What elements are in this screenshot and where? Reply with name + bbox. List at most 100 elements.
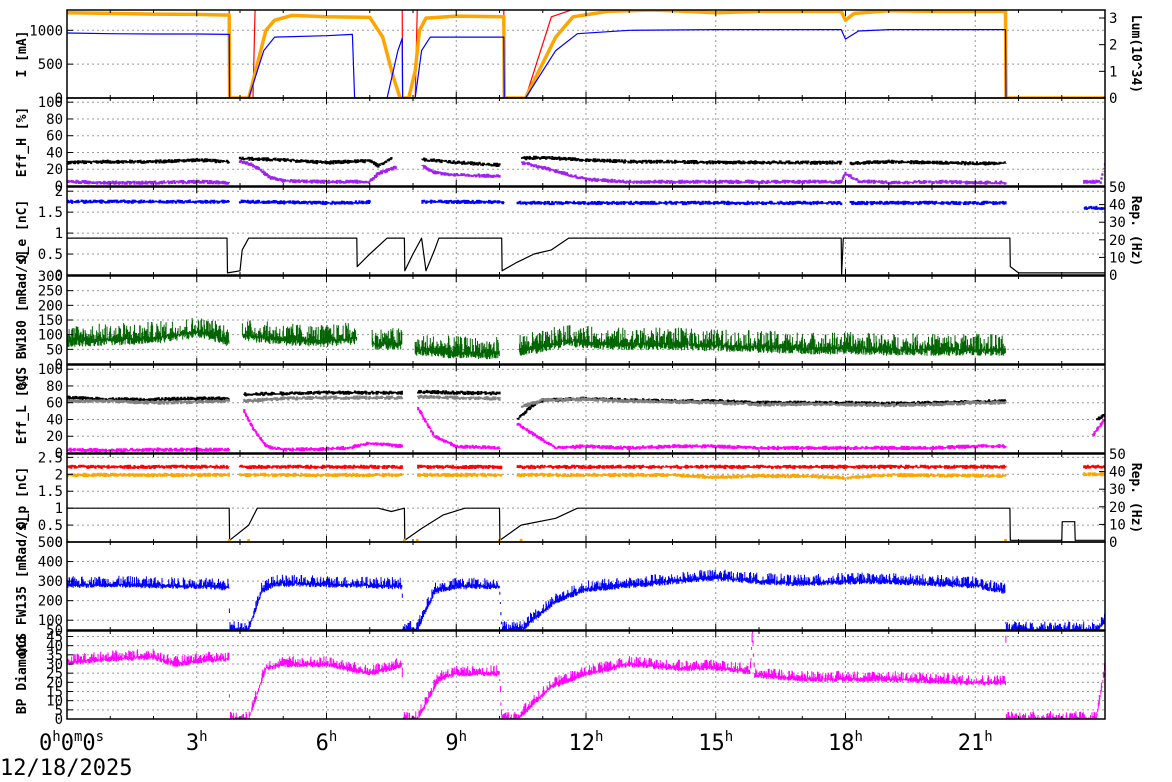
y-tick-label: 1000 bbox=[29, 23, 63, 39]
y-tick-label: 150 bbox=[38, 313, 63, 329]
right-tick-label: 0 bbox=[1109, 268, 1117, 284]
series-qp-1 bbox=[67, 472, 1105, 480]
x-tick-label: 9h bbox=[445, 729, 467, 756]
x-tick-label: 6h bbox=[316, 729, 338, 756]
y-axis-label: Q_p [nC] bbox=[15, 467, 30, 530]
y-tick-label: 40 bbox=[46, 639, 63, 655]
x-tick-label: 18h bbox=[828, 729, 863, 756]
right-axis-label: Rep. (Hz) bbox=[1128, 196, 1143, 266]
y-tick-label: 30 bbox=[46, 657, 63, 673]
y-tick-label: 20 bbox=[46, 675, 63, 691]
series-eff-l-1 bbox=[67, 394, 1007, 408]
y-tick-label: 50 bbox=[46, 623, 63, 639]
y-tick-label: 400 bbox=[38, 555, 63, 571]
right-tick-label: 30 bbox=[1109, 215, 1126, 231]
right-tick-label: 10 bbox=[1109, 517, 1126, 533]
right-axis-label: Rep. (Hz) bbox=[1128, 463, 1143, 533]
series-bp-diamond-0 bbox=[67, 631, 1105, 719]
y-tick-label: 40 bbox=[46, 412, 63, 428]
y-tick-label: 35 bbox=[46, 648, 63, 664]
y-axis-label: QCS FW135 [mRad/s] bbox=[15, 516, 30, 657]
y-tick-label: 15 bbox=[46, 685, 63, 701]
y-tick-label: 0 bbox=[55, 179, 63, 195]
y-tick-label: 0 bbox=[55, 357, 63, 373]
panel-frame bbox=[66, 364, 1106, 454]
series-current-lum-1 bbox=[67, 10, 1105, 98]
y-tick-label: 100 bbox=[38, 328, 63, 344]
y-tick-label: 0 bbox=[55, 446, 63, 462]
y-tick-label: 50 bbox=[46, 342, 63, 358]
right-tick-label: 0 bbox=[1109, 535, 1117, 551]
y-tick-label: 80 bbox=[46, 112, 63, 128]
y-tick-label: 0 bbox=[55, 91, 63, 107]
y-tick-label: 0 bbox=[55, 535, 63, 551]
right-tick-label: 50 bbox=[1109, 180, 1126, 196]
y-tick-label: 5 bbox=[55, 703, 63, 719]
series-qp-3-point-4 bbox=[415, 538, 419, 542]
x-tick-label: 15h bbox=[698, 729, 733, 756]
panel-frame bbox=[66, 97, 1106, 187]
y-tick-label: 80 bbox=[46, 379, 63, 395]
y-tick-label: 100 bbox=[38, 362, 63, 378]
series-qp-3-point-7 bbox=[1004, 538, 1008, 542]
series-qcs-bw180-0 bbox=[67, 317, 1006, 360]
series-qe-0 bbox=[67, 199, 1105, 211]
y-tick-label: 20 bbox=[46, 162, 63, 178]
y-tick-label: 1 bbox=[55, 226, 63, 242]
y-tick-label: 0 bbox=[55, 268, 63, 284]
right-tick-label: 20 bbox=[1109, 233, 1126, 249]
y-tick-label: 25 bbox=[46, 666, 63, 682]
y-axis-label: Eff_L [%] bbox=[15, 374, 30, 444]
right-tick-label: 3 bbox=[1109, 11, 1117, 27]
right-tick-label: 40 bbox=[1109, 465, 1126, 481]
y-tick-label: 100 bbox=[38, 613, 63, 629]
y-tick-label: 1.5 bbox=[38, 484, 63, 500]
y-tick-label: 0 bbox=[55, 712, 63, 728]
x-tick-label: 12h bbox=[569, 729, 604, 756]
y-tick-label: 0.5 bbox=[38, 247, 63, 263]
y-tick-label: 60 bbox=[46, 396, 63, 412]
y-tick-label: 2 bbox=[55, 467, 63, 483]
y-tick-label: 250 bbox=[38, 284, 63, 300]
series-eff-h-0 bbox=[67, 155, 1007, 168]
x-tick-label: 0h0m0s bbox=[39, 729, 104, 756]
y-tick-label: 60 bbox=[46, 129, 63, 145]
y-tick-label: 2 bbox=[55, 184, 63, 200]
series-qp-2 bbox=[67, 507, 1105, 541]
y-tick-label: 300 bbox=[38, 574, 63, 590]
date-label: 12/18/2025 bbox=[0, 756, 133, 781]
y-tick-label: 40 bbox=[46, 145, 63, 161]
series-qp-3-point-3 bbox=[402, 538, 406, 542]
y-axis-label: BP Diamond bbox=[15, 636, 30, 714]
y-tick-label: 500 bbox=[38, 535, 63, 551]
y-tick-label: 300 bbox=[38, 269, 63, 285]
right-tick-label: 10 bbox=[1109, 250, 1126, 266]
series-qp-0 bbox=[67, 464, 1105, 470]
panel-frame bbox=[66, 9, 1106, 99]
y-tick-label: 2.5 bbox=[38, 450, 63, 466]
y-tick-label: 20 bbox=[46, 429, 63, 445]
series-eff-h-1 bbox=[67, 160, 1105, 185]
right-tick-label: 30 bbox=[1109, 482, 1126, 498]
y-tick-label: 10 bbox=[46, 694, 63, 710]
y-tick-label: 500 bbox=[38, 57, 63, 73]
series-current-lum-2 bbox=[67, 29, 1105, 98]
right-axis-label: Lum(10^34) bbox=[1128, 15, 1143, 93]
y-axis-label: Q_e [nC] bbox=[15, 200, 30, 263]
x-tick-label: 21h bbox=[958, 729, 993, 756]
right-tick-label: 40 bbox=[1109, 198, 1126, 214]
series-qe-1 bbox=[67, 237, 1105, 275]
series-qp-3-point-1 bbox=[227, 538, 231, 542]
y-tick-label: 200 bbox=[38, 298, 63, 314]
right-tick-label: 2 bbox=[1109, 38, 1117, 54]
y-tick-label: 1.5 bbox=[38, 205, 63, 221]
